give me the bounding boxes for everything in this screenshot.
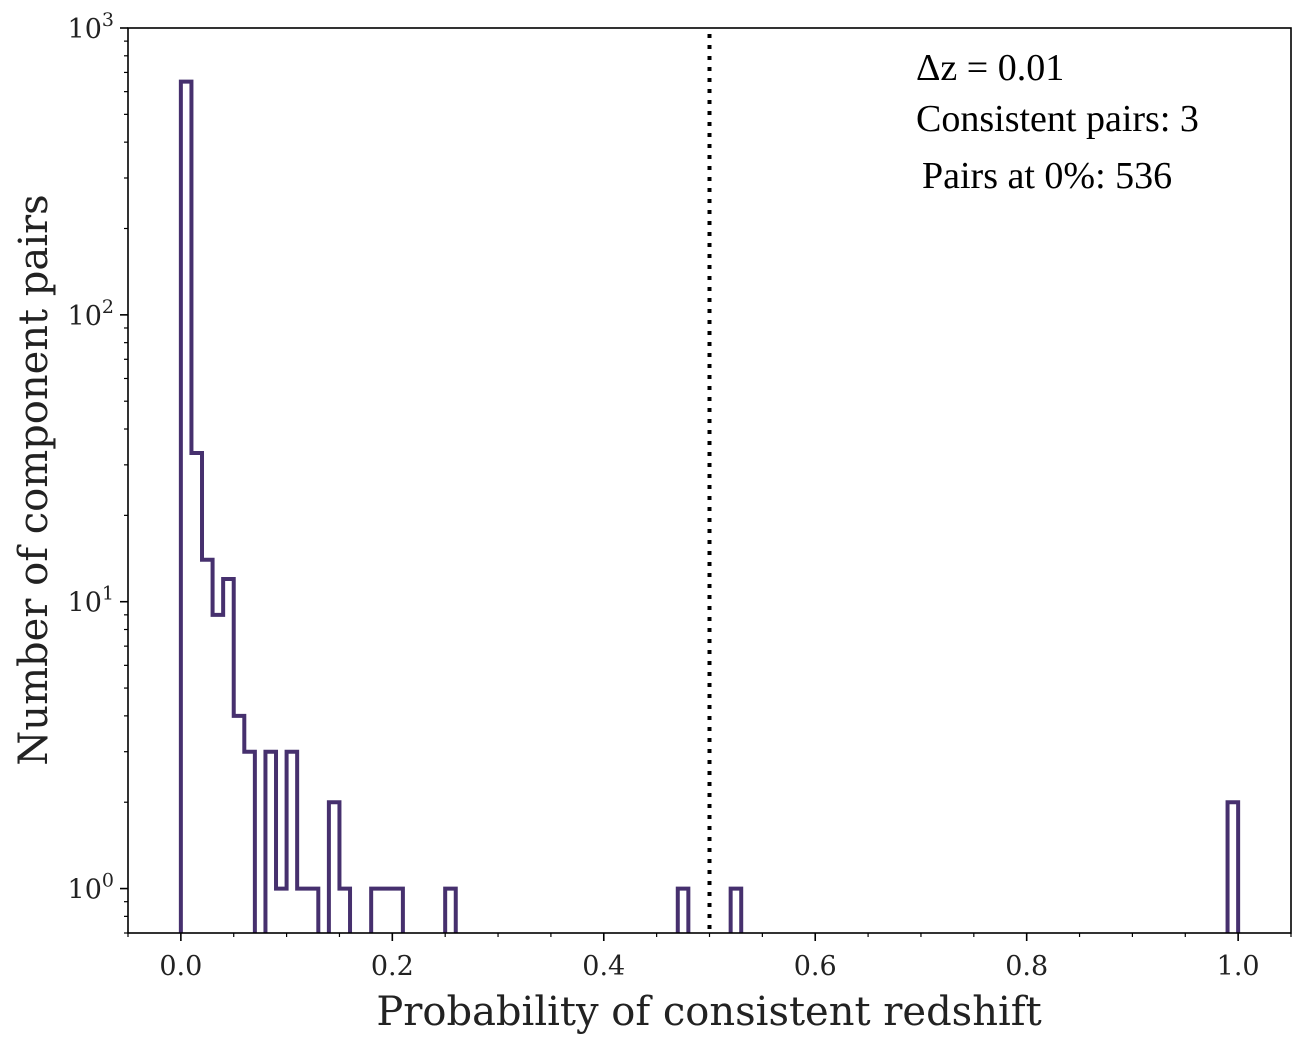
y-axis-label: Number of component pairs [11, 194, 57, 765]
x-tick-label: 0.8 [1005, 951, 1048, 982]
x-axis-ticks: 0.0 0.2 0.4 0.6 0.8 1.0 [159, 933, 1260, 982]
x-axis-label: Probability of consistent redshift [376, 989, 1041, 1035]
y-tick-label: 103 [68, 9, 114, 45]
x-tick-label: 0.4 [582, 951, 625, 982]
y-tick-label: 100 [68, 870, 114, 906]
y-tick-label: 101 [68, 583, 114, 619]
y-axis-ticks: 100 101 102 103 [68, 9, 128, 906]
x-tick-label: 1.0 [1217, 951, 1260, 982]
annotation-pairs-at-zero: Pairs at 0%: 536 [922, 155, 1172, 197]
plot-frame [127, 27, 1292, 934]
annotation-dz: Δz = 0.01 [916, 47, 1064, 89]
histogram-step-line [178, 79, 1241, 933]
annotation-consistent-pairs: Consistent pairs: 3 [916, 98, 1199, 140]
x-tick-label: 0.2 [371, 951, 414, 982]
x-tick-label: 0.0 [159, 951, 202, 982]
x-tick-label: 0.6 [794, 951, 837, 982]
y-tick-label: 102 [68, 296, 114, 332]
